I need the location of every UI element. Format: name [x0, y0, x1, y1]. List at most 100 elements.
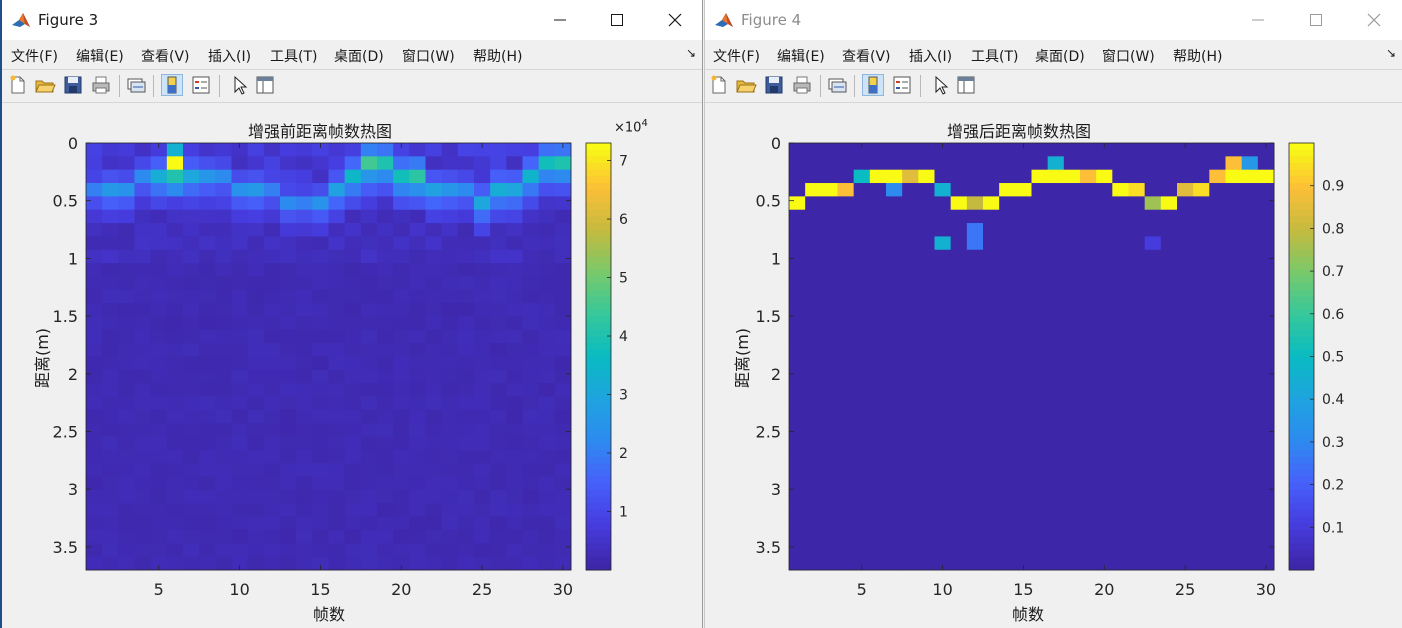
heatmap-cell: [215, 556, 232, 571]
heatmap-cell: [1015, 236, 1032, 251]
heatmap-cell: [538, 196, 556, 211]
heatmap-cell: [150, 236, 168, 251]
heatmap-cell: [441, 276, 459, 291]
heatmap-cell: [199, 303, 216, 317]
new-figure-icon[interactable]: [708, 74, 730, 96]
print-icon[interactable]: [90, 74, 112, 96]
colorbar-segment: [1289, 243, 1314, 251]
menu-window[interactable]: 窗口(W): [402, 49, 455, 65]
heatmap-cell: [102, 236, 119, 251]
heatmap-cell: [441, 196, 459, 211]
pointer-icon[interactable]: [929, 74, 951, 96]
menu-insert[interactable]: 插入(I): [909, 49, 953, 65]
heatmap-cell: [199, 169, 216, 184]
legend-icon[interactable]: [190, 74, 212, 96]
heatmap-cell: [983, 263, 1000, 277]
title-bar[interactable]: Figure 3: [2, 0, 702, 40]
colorbar-toggle-button[interactable]: [161, 74, 183, 96]
heatmap-cell: [1063, 276, 1081, 291]
heatmap-cell: [966, 169, 984, 184]
colorbar-segment: [586, 496, 611, 504]
title-bar[interactable]: Figure 4: [705, 0, 1402, 40]
heatmap-cell: [280, 436, 297, 451]
menu-view[interactable]: 查看(V): [141, 49, 190, 65]
legend-icon[interactable]: [891, 74, 913, 96]
heatmap-cell: [554, 423, 572, 437]
heatmap-cell: [1128, 356, 1146, 371]
heatmap-cell: [837, 143, 855, 157]
heatmap-cell: [360, 529, 378, 544]
heatmap-cell: [231, 329, 249, 344]
menu-file[interactable]: 文件(F): [713, 49, 760, 65]
close-button[interactable]: [1354, 6, 1394, 34]
menu-desktop[interactable]: 桌面(D): [334, 49, 384, 65]
heatmap-cell: [328, 463, 346, 477]
heatmap-cell: [344, 543, 362, 558]
pointer-icon[interactable]: [228, 74, 250, 96]
figure-4-plot-area[interactable]: 00.511.522.533.55 10 15 20 25 300.10.20.30.40…: [705, 102, 1402, 628]
save-icon[interactable]: [62, 74, 84, 96]
heatmap-cell: [902, 276, 919, 291]
heatmap-cell: [199, 529, 216, 544]
link-plot-icon[interactable]: [125, 74, 147, 96]
menu-edit[interactable]: 编辑(E): [76, 49, 124, 65]
colorbar-toggle-button[interactable]: [862, 74, 884, 96]
save-icon[interactable]: [763, 74, 785, 96]
menu-overflow-arrow[interactable]: ↘: [685, 46, 696, 60]
heatmap-cell: [1144, 223, 1162, 237]
minimize-button[interactable]: [1238, 6, 1278, 34]
heatmap-cell: [199, 263, 216, 277]
open-file-icon[interactable]: [34, 74, 56, 96]
colorbar-tick-label: 0.5: [1322, 350, 1344, 366]
heatmap-cell: [966, 249, 984, 264]
link-plot-icon[interactable]: [826, 74, 848, 96]
new-figure-icon[interactable]: [7, 74, 29, 96]
heatmap-cell: [522, 489, 540, 504]
minimize-button[interactable]: [540, 6, 580, 34]
colorbar-segment: [1289, 369, 1314, 378]
menu-overflow-arrow[interactable]: ↘: [1385, 46, 1396, 60]
heatmap-cell: [934, 143, 952, 157]
colorbar-tick-label: 5: [619, 271, 628, 287]
menu-edit[interactable]: 编辑(E): [777, 49, 825, 65]
menu-window[interactable]: 窗口(W): [1102, 49, 1155, 65]
heatmap-cell: [886, 356, 903, 371]
heatmap-cell: [1096, 476, 1113, 491]
heatmap-cell: [934, 356, 952, 371]
heatmap-cell: [1031, 489, 1049, 504]
print-icon[interactable]: [791, 74, 813, 96]
colorbar-tick-label: 7: [619, 154, 628, 170]
heatmap-cell: [409, 329, 426, 344]
open-file-icon[interactable]: [735, 74, 757, 96]
close-button[interactable]: [655, 6, 695, 34]
heatmap-cell: [457, 423, 475, 437]
menu-tools[interactable]: 工具(T): [971, 49, 1019, 65]
heatmap-cell: [554, 503, 572, 518]
menu-view[interactable]: 查看(V): [842, 49, 891, 65]
heatmap-cell: [1112, 329, 1129, 344]
colorbar-tick-label: 0.6: [1322, 307, 1344, 323]
menu-insert[interactable]: 插入(I): [208, 49, 252, 65]
menu-help[interactable]: 帮助(H): [1173, 49, 1223, 65]
menu-desktop[interactable]: 桌面(D): [1035, 49, 1085, 65]
menu-file[interactable]: 文件(F): [11, 49, 58, 65]
heatmap-cell: [393, 183, 410, 197]
menu-help[interactable]: 帮助(H): [473, 49, 523, 65]
heatmap-cell: [312, 369, 329, 384]
maximize-button[interactable]: [1296, 6, 1336, 34]
heatmap-cell: [280, 289, 297, 304]
heatmap-cell: [474, 449, 491, 464]
heatmap-cell: [918, 409, 935, 424]
heatmap-cell: [215, 303, 232, 317]
maximize-button[interactable]: [597, 6, 637, 34]
heatmap-cell: [1257, 183, 1275, 197]
menu-tools[interactable]: 工具(T): [270, 49, 318, 65]
property-inspector-icon[interactable]: [955, 74, 977, 96]
colorbar-segment: [586, 196, 611, 204]
colorbar-segment: [1289, 489, 1314, 498]
colorbar-segment: [1289, 356, 1314, 364]
heatmap-cell: [869, 369, 887, 384]
property-inspector-icon[interactable]: [254, 74, 276, 96]
heatmap-cell: [118, 383, 135, 397]
